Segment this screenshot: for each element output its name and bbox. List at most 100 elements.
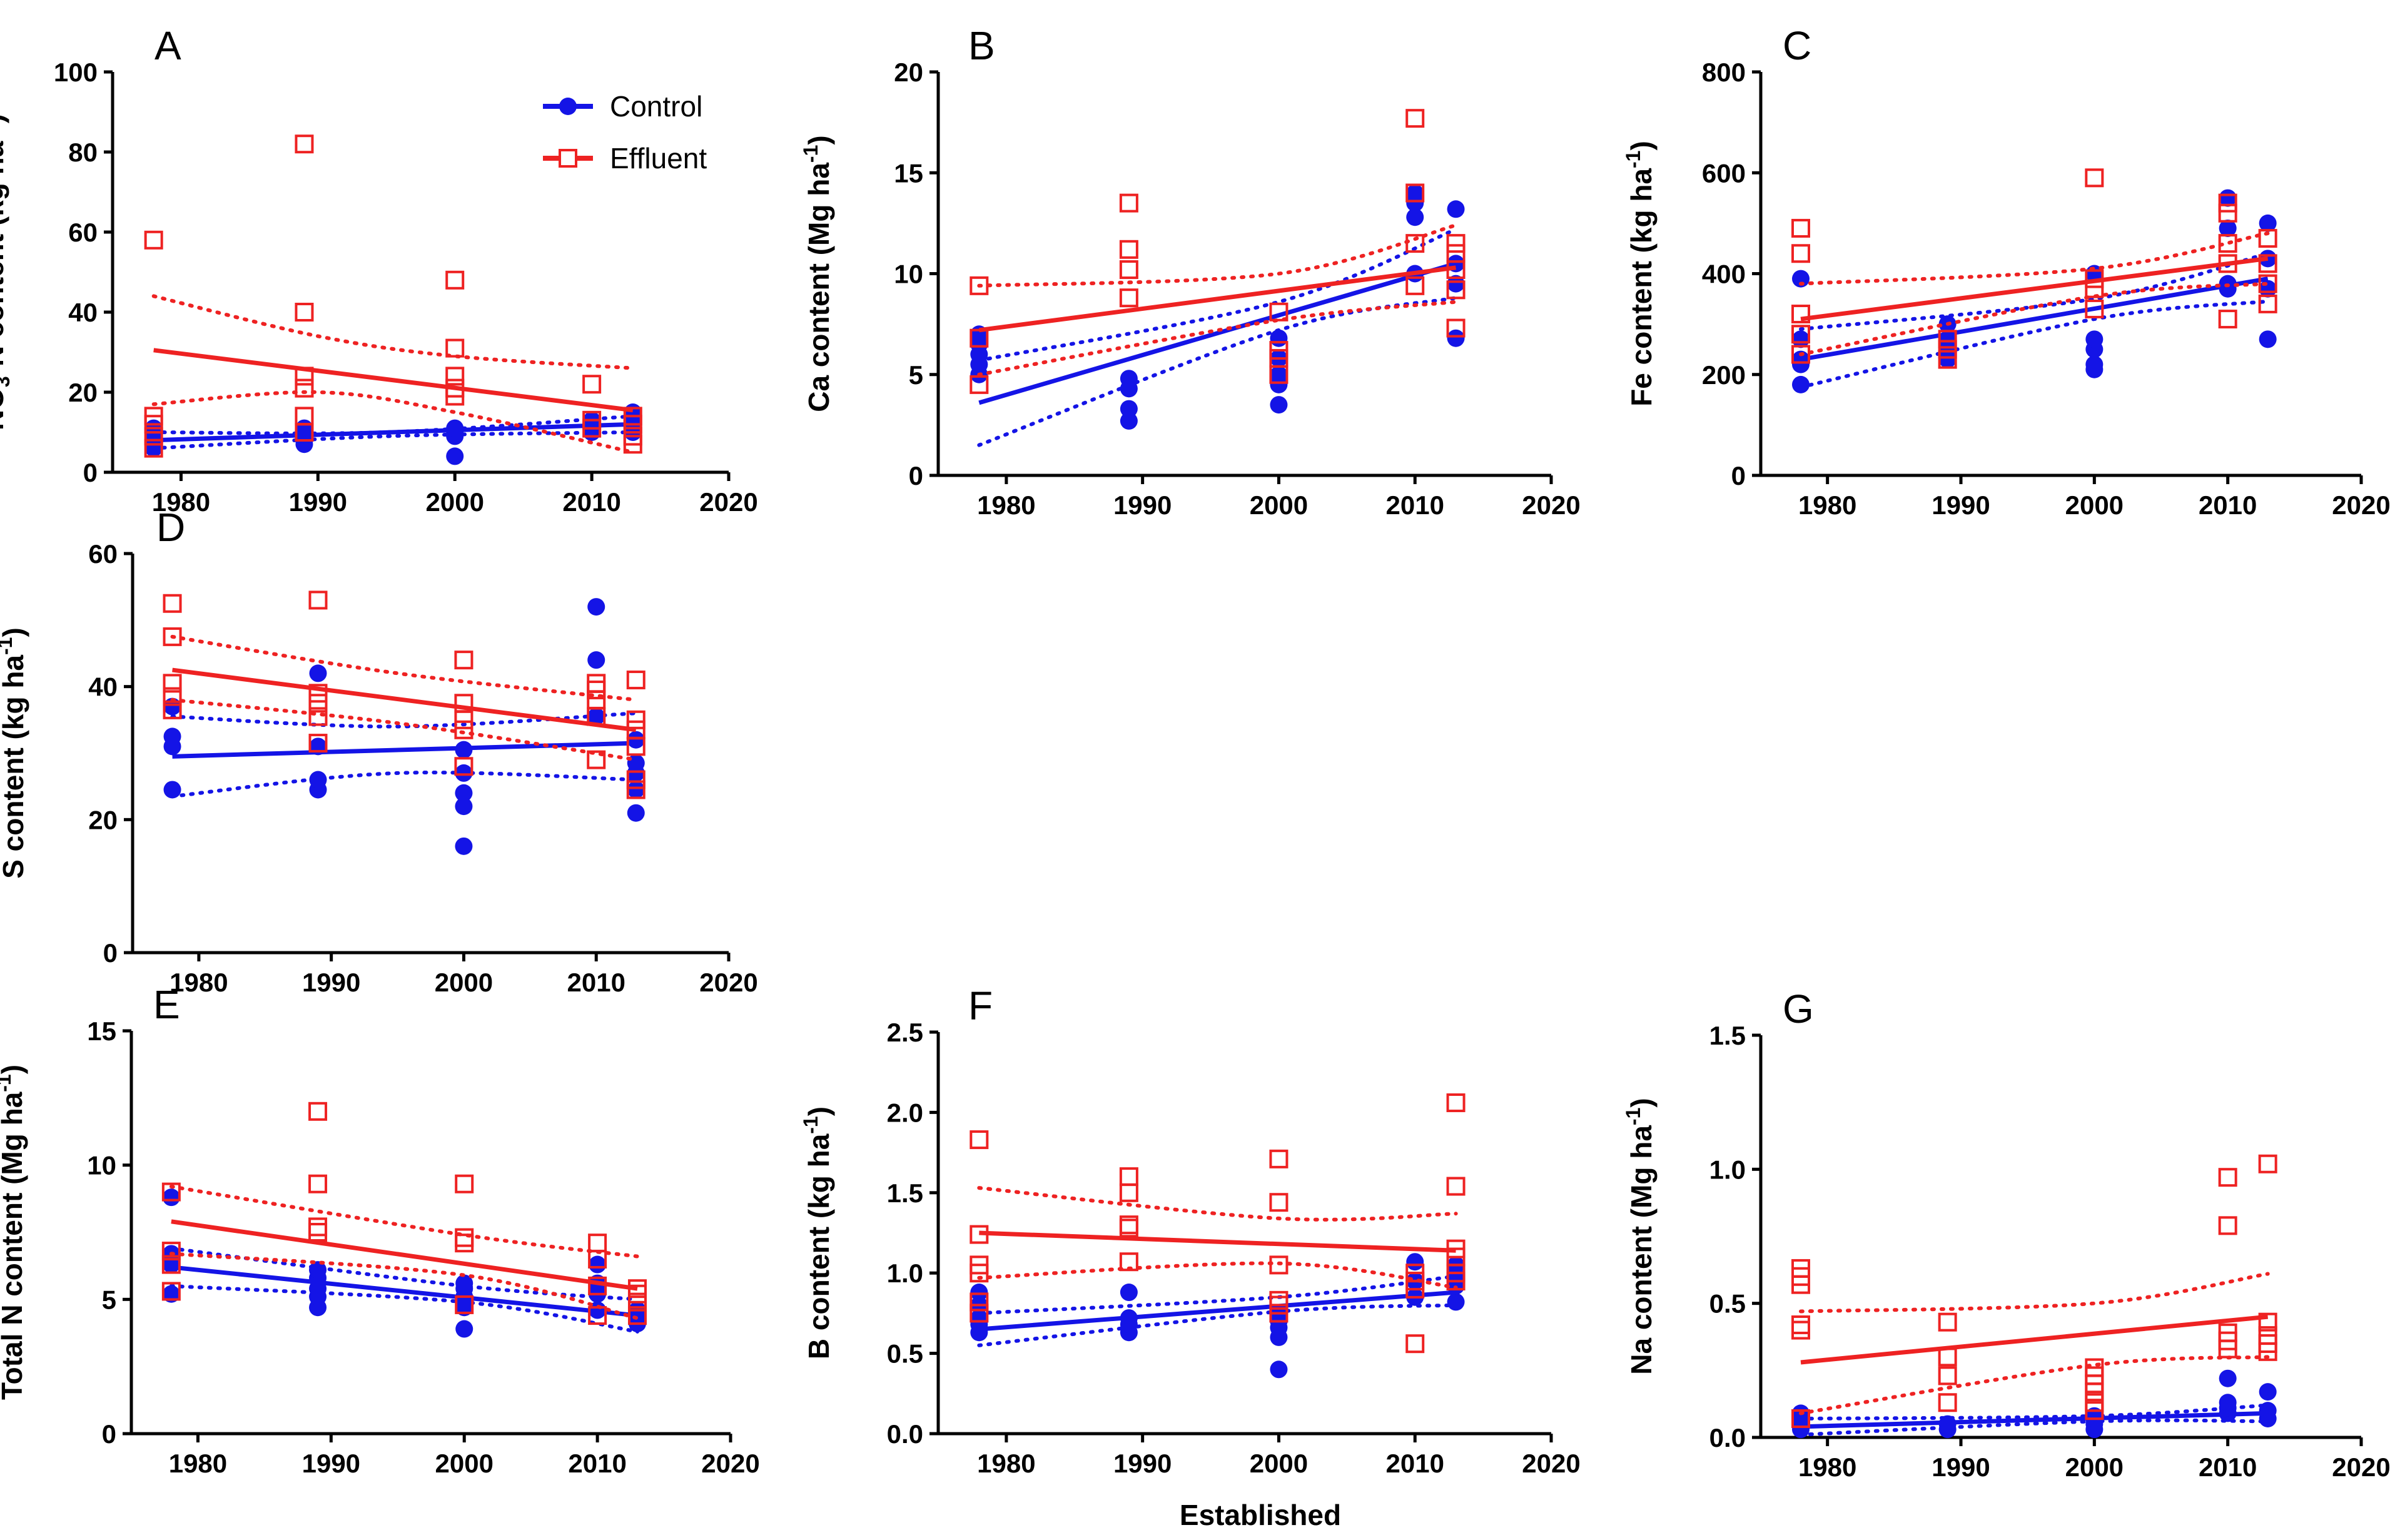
- effluent-point: [2218, 1216, 2237, 1235]
- y-tick-label: 0: [909, 461, 923, 490]
- effluent-ci-upper: [169, 1185, 639, 1259]
- legend-effluent-label: Effluent: [610, 142, 707, 175]
- y-tick-label: 2.0: [887, 1098, 923, 1127]
- control-point: [163, 781, 181, 799]
- effluent-point: [161, 1255, 181, 1274]
- effluent-fit-line: [979, 1230, 1456, 1253]
- effluent-point: [2258, 254, 2277, 273]
- effluent-point: [587, 750, 606, 769]
- effluent-fit-line: [1800, 256, 2269, 322]
- control-ci-lower: [170, 771, 638, 799]
- control-ci-lower: [151, 430, 635, 450]
- x-tick-label: 2010: [1386, 490, 1444, 520]
- effluent-point: [454, 757, 473, 776]
- x-tick-label: 1980: [169, 1449, 227, 1478]
- y-tick-label: 20: [88, 805, 118, 834]
- y-axis-title-text: Fe content (kg ha: [1625, 168, 1658, 407]
- effluent-point: [2085, 299, 2104, 318]
- control-point: [455, 1320, 473, 1338]
- x-tick-label: 1980: [1798, 1452, 1856, 1482]
- y-tick-label: 5: [909, 360, 923, 390]
- y-axis-title-text: S content (kg ha: [0, 655, 29, 879]
- control-point: [2219, 219, 2237, 237]
- control-point: [446, 447, 464, 465]
- effluent-point: [295, 407, 314, 426]
- y-tick-label: 15: [894, 158, 923, 188]
- effluent-point: [970, 1255, 989, 1275]
- chart-panel-a: 0 20 40 60 80 100 1980 1990 2000 2010 2020 A NO3-N c…: [0, 23, 758, 517]
- y-tick-label: 60: [68, 218, 98, 247]
- effluent-point: [454, 720, 473, 739]
- effluent-point: [308, 1223, 328, 1242]
- control-ci-upper: [1799, 251, 2270, 332]
- control-ci-upper: [977, 227, 1458, 363]
- effluent-point: [1446, 234, 1466, 253]
- effluent-point: [1119, 288, 1138, 308]
- control-point: [1406, 1253, 1424, 1271]
- effluent-point: [161, 1182, 181, 1202]
- control-point: [1120, 1284, 1138, 1302]
- control-point: [455, 784, 473, 802]
- y-tick-label: 0.0: [887, 1419, 923, 1449]
- control-point: [309, 1261, 327, 1279]
- x-tick-label: 2010: [562, 487, 620, 517]
- control-fit-line: [1800, 1411, 2268, 1429]
- effluent-point: [587, 674, 606, 693]
- control-point: [2219, 1394, 2237, 1412]
- y-tick-label: 5: [102, 1285, 116, 1314]
- effluent-point: [1405, 1264, 1425, 1283]
- y-axis-title: B content (kg ha-1): [799, 1107, 835, 1359]
- effluent-ci-lower: [1799, 281, 2270, 357]
- effluent-point: [308, 707, 328, 726]
- effluent-fit-line: [172, 667, 637, 732]
- control-point: [2259, 330, 2277, 348]
- x-tick-label: 2020: [699, 487, 757, 517]
- effluent-point: [1791, 325, 1810, 344]
- effluent-point: [970, 375, 989, 394]
- effluent-point: [1938, 1347, 1957, 1367]
- x-tick-label: 1980: [977, 1449, 1035, 1478]
- effluent-point: [1405, 276, 1425, 295]
- y-tick-label: 1.0: [887, 1259, 923, 1288]
- effluent-point: [1938, 340, 1957, 359]
- y-axis-title-superscript: -1: [0, 1074, 15, 1092]
- effluent-ci-upper: [1799, 231, 2270, 286]
- x-tick-label: 2000: [2065, 490, 2124, 520]
- effluent-point: [1791, 1320, 1810, 1340]
- y-axis-title-text: Na content (Mg ha: [1625, 1125, 1658, 1375]
- control-point: [1270, 329, 1288, 347]
- chart-panel-e: 0 5 10 15 1980 1990 2000 2010 2020 E Total N conte…: [0, 982, 760, 1478]
- effluent-point: [2218, 1323, 2237, 1342]
- y-axis-title-text: ): [0, 627, 29, 637]
- control-point: [1792, 330, 1810, 348]
- effluent-point: [454, 694, 473, 713]
- control-point: [587, 651, 605, 669]
- effluent-point: [1405, 234, 1425, 253]
- control-fit-line: [172, 741, 636, 759]
- control-point: [970, 1284, 988, 1302]
- control-point: [627, 781, 645, 799]
- effluent-point: [308, 684, 328, 703]
- y-tick-label: 15: [87, 1016, 116, 1046]
- x-tick-label: 2020: [1522, 1449, 1580, 1478]
- effluent-point: [1269, 1255, 1289, 1275]
- x-tick-label: 1990: [1113, 1449, 1172, 1478]
- x-tick-label: 1990: [302, 1449, 360, 1478]
- control-point: [455, 798, 473, 816]
- effluent-fit-line: [1800, 1314, 2269, 1365]
- chart-panel-b: 0 5 10 15 20 1980 1990 2000 2010 2020 B Ca content …: [799, 23, 1581, 520]
- control-ci-lower: [977, 1303, 1458, 1347]
- effluent-point: [1791, 1259, 1810, 1278]
- effluent-point: [2258, 1326, 2277, 1345]
- y-tick-label: 0: [103, 938, 118, 968]
- control-point: [1447, 200, 1465, 218]
- effluent-ci-upper: [170, 634, 638, 702]
- effluent-point: [588, 1306, 607, 1325]
- effluent-point: [308, 590, 328, 610]
- x-tick-label: 2020: [701, 1449, 759, 1478]
- y-axis-title-text: NO: [0, 387, 9, 430]
- effluent-point: [1446, 1177, 1466, 1196]
- y-tick-label: 1.5: [887, 1178, 923, 1208]
- x-tick-label: 2020: [2332, 1452, 2390, 1482]
- control-point: [1792, 375, 1810, 393]
